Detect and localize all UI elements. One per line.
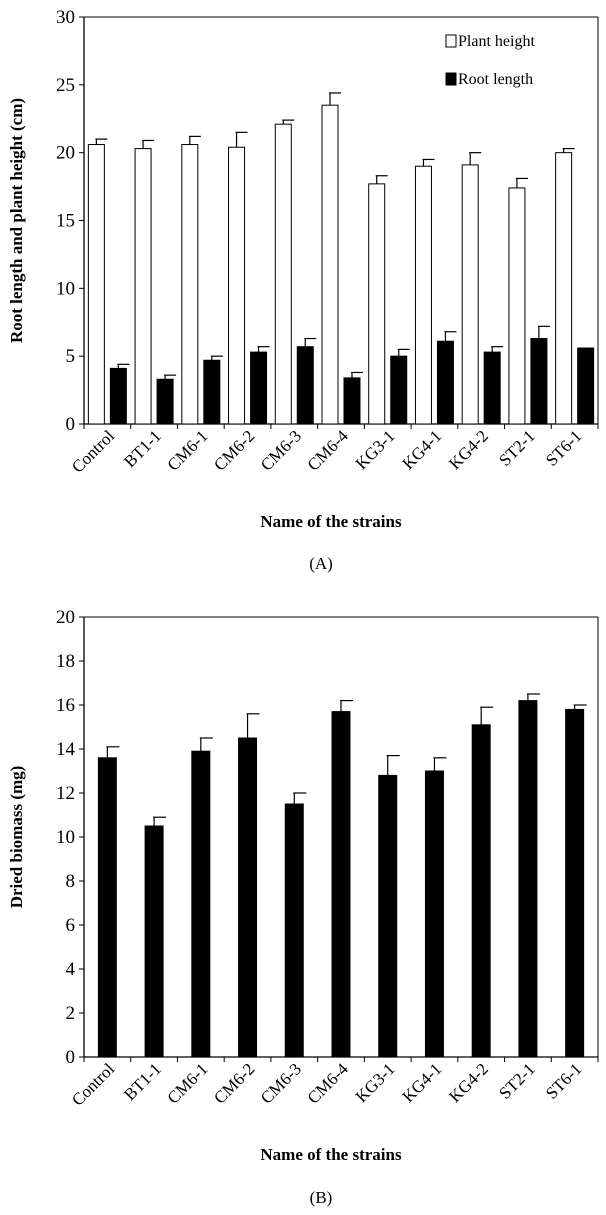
x-category-label: ST2-1 (495, 426, 538, 469)
x-category-label: BT1-1 (120, 1059, 165, 1104)
bar-root-length (436, 340, 454, 425)
bar-biomass (97, 757, 117, 1058)
bar-plant-height (181, 144, 199, 425)
x-category-label: CM6-2 (210, 1059, 258, 1107)
bar-root-length (156, 378, 174, 425)
bar-plant-height (274, 123, 292, 425)
bar-biomass (424, 770, 444, 1058)
bar-plant-height (414, 165, 432, 425)
x-category-label: ST2-1 (495, 1059, 538, 1102)
x-category-label: KG4-2 (445, 1059, 492, 1106)
y-axis-title: Root length and plant height (cm) (7, 98, 26, 343)
y-tick-label: 10 (56, 827, 75, 848)
bar-plant-height (228, 146, 246, 425)
y-axis-title: Dried biomass (mg) (7, 766, 26, 909)
x-axis-title: Name of the strains (260, 512, 402, 531)
legend-label-root-length: Root length (458, 71, 533, 88)
bar-plant-height (134, 148, 152, 425)
y-tick-label: 2 (66, 1003, 76, 1024)
bar-root-length (390, 355, 408, 425)
x-category-label: CM6-4 (304, 1059, 353, 1108)
bar-root-length (343, 377, 361, 425)
y-tick-label: 6 (66, 915, 76, 936)
bar-root-length (203, 359, 221, 425)
y-tick-label: 16 (56, 695, 75, 716)
bar-plant-height (321, 104, 339, 425)
bar-biomass (518, 700, 538, 1058)
bar-root-length (296, 346, 314, 425)
legend-label-plant-height: Plant height (458, 33, 535, 50)
x-category-label: KG3-1 (352, 1059, 399, 1106)
y-tick-label: 20 (56, 607, 75, 628)
x-category-label: Control (68, 426, 118, 476)
y-tick-label: 0 (66, 414, 76, 435)
bar-plant-height (555, 152, 573, 425)
y-tick-label: 12 (56, 783, 75, 804)
y-tick-label: 4 (66, 959, 76, 980)
bar-plant-height (508, 187, 526, 425)
y-tick-label: 10 (56, 278, 75, 299)
bar-biomass (331, 711, 351, 1058)
x-axis-title: Name of the strains (260, 1145, 402, 1164)
bar-biomass (565, 708, 585, 1058)
bar-biomass (144, 825, 164, 1058)
bar-plant-height (87, 144, 105, 425)
y-tick-label: 25 (56, 75, 75, 96)
x-category-label: KG4-1 (398, 426, 445, 473)
y-tick-label: 0 (66, 1047, 76, 1068)
bar-biomass (284, 803, 304, 1058)
legend-swatch-plant-height (445, 34, 457, 48)
bar-root-length (530, 338, 548, 425)
bar-root-length (483, 351, 501, 425)
x-category-label: ST6-1 (542, 1059, 585, 1102)
x-category-label: CM6-3 (257, 1059, 305, 1107)
x-category-label: KG3-1 (352, 426, 399, 473)
bar-plant-height (368, 183, 386, 425)
bar-biomass (378, 774, 398, 1058)
y-tick-label: 15 (56, 211, 75, 232)
x-category-label: ST6-1 (542, 426, 585, 469)
panel-label: (A) (309, 554, 333, 573)
y-tick-label: 20 (56, 143, 75, 164)
y-tick-label: 14 (56, 739, 76, 760)
x-category-label: KG4-1 (398, 1059, 445, 1106)
legend-swatch-root-length (445, 72, 457, 86)
x-category-label: KG4-2 (445, 426, 492, 473)
bar-biomass (191, 750, 211, 1058)
x-category-label: CM6-4 (304, 426, 353, 475)
bar-biomass (471, 724, 491, 1058)
bar-root-length (109, 367, 127, 425)
legend: Plant height Root length (445, 33, 535, 88)
x-category-label: BT1-1 (120, 426, 165, 471)
x-category-label: Control (68, 1059, 118, 1109)
chart-panel-a: 0 5 10 15 20 25 30 Control BT1-1CM6-1CM6-2CM6-3C… (7, 7, 599, 573)
x-category-label: CM6-3 (257, 426, 305, 474)
bar-biomass (238, 737, 258, 1058)
bar-plant-height (461, 164, 479, 425)
y-tick-label: 8 (66, 871, 76, 892)
panel-label: (B) (310, 1188, 333, 1207)
y-tick-label: 18 (56, 651, 75, 672)
y-tick-label: 30 (56, 7, 75, 28)
x-category-label: CM6-2 (210, 426, 258, 474)
x-category-label: CM6-1 (163, 426, 211, 474)
bar-root-length (250, 351, 268, 425)
bar-root-length (577, 347, 595, 425)
y-tick-label: 5 (66, 346, 76, 367)
x-category-label: CM6-1 (163, 1059, 211, 1107)
